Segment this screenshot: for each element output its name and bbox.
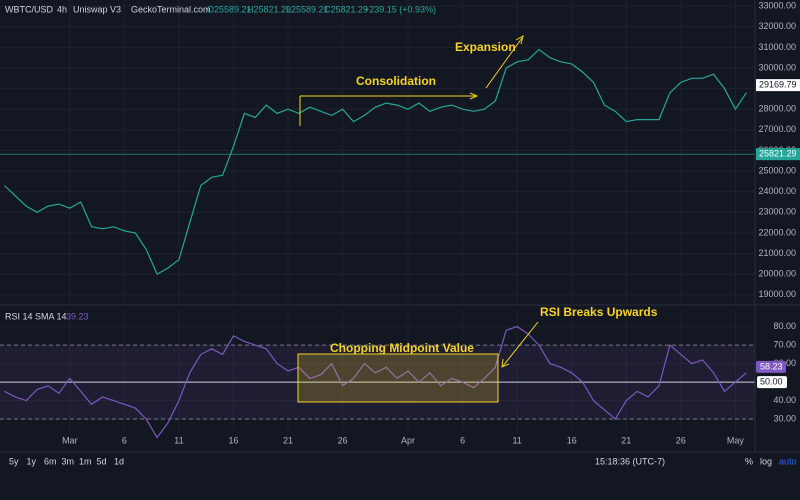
y-tick-label: 70.00 <box>773 339 796 349</box>
y-tick-label: 32000.00 <box>758 21 796 31</box>
y-tick-label: 22000.00 <box>758 227 796 237</box>
arrow-head <box>469 92 479 100</box>
ohlc-high: H25821.29 <box>247 4 291 14</box>
y-tick-label: 20000.00 <box>758 269 796 279</box>
y-tick-label: 23000.00 <box>758 207 796 217</box>
exchange: Uniswap V3 <box>73 4 121 14</box>
rsi-tag <box>756 360 786 373</box>
x-tick-label: Apr <box>401 435 415 445</box>
rsi-label: RSI 14 SMA 14 <box>5 311 67 321</box>
annotation: RSI Breaks Upwards <box>540 305 658 319</box>
chop-box <box>297 353 499 403</box>
rsi-tag-label: 58.23 <box>760 361 783 371</box>
range-button[interactable]: 6m <box>44 456 57 466</box>
x-tick-label: 11 <box>174 435 183 445</box>
price-tag-label: 29169.79 <box>759 80 797 90</box>
x-tick-label: 16 <box>228 435 238 445</box>
annotation: Chopping Midpoint Value <box>330 341 474 355</box>
toggle[interactable]: % <box>745 456 753 466</box>
range-button[interactable]: 5y <box>9 456 19 466</box>
x-tick-label: 6 <box>460 435 465 445</box>
clock: 15:18:36 (UTC-7) <box>595 456 665 466</box>
arrow-head <box>501 358 510 368</box>
mid-tag-label: 50.00 <box>760 376 783 386</box>
range-button[interactable]: 1m <box>79 456 92 466</box>
rsi-last-value: 39.23 <box>66 311 89 321</box>
price-line <box>3 48 747 275</box>
annotation: Expansion <box>455 40 516 54</box>
y-tick-label: 25000.00 <box>758 165 796 175</box>
expansion-arrow <box>485 37 523 89</box>
y-tick-label: 30.00 <box>773 413 796 423</box>
symbol[interactable]: WBTC/USD <box>5 4 53 14</box>
range-button[interactable]: 5d <box>97 456 107 466</box>
arrow-head <box>515 34 524 45</box>
y-tick-label: 24000.00 <box>758 186 796 196</box>
x-tick-label: 16 <box>567 435 577 445</box>
y-tick-label: 27000.00 <box>758 124 796 134</box>
toggle[interactable]: auto <box>779 456 797 466</box>
x-tick-label: 26 <box>338 435 348 445</box>
plot-layer: 19000.00 20000.00 21000.00 22000.00 23000.00… <box>0 0 800 445</box>
x-tick-label: 21 <box>283 435 293 445</box>
ohlc-low: L25589.21 <box>286 4 329 14</box>
interval[interactable]: 4h <box>57 4 67 14</box>
rsi-arrow <box>502 321 539 367</box>
x-tick-label: Mar <box>62 435 78 445</box>
y-tick-label: 28000.00 <box>758 104 796 114</box>
price-line <box>4 325 747 439</box>
price-tag-label: 25821.29 <box>759 149 797 159</box>
x-tick-label: 11 <box>512 435 521 445</box>
toggle[interactable]: log <box>760 456 772 466</box>
range-button[interactable]: 3m <box>62 456 75 466</box>
price-tag <box>756 79 800 92</box>
range-buttons: 5y 1y 6m 3m 1m 5d 1d <box>9 456 124 466</box>
x-tick-label: May <box>727 435 745 445</box>
y-tick-label: 19000.00 <box>758 289 796 299</box>
y-tick-label: 21000.00 <box>758 248 796 258</box>
ohlc-open: O25589.21 <box>207 4 252 14</box>
y-tick-label: 30000.00 <box>758 62 796 72</box>
y-tick-label: 33000.00 <box>758 1 796 11</box>
ohlc-close: C25821.29 <box>324 4 368 14</box>
price-tag <box>756 148 800 161</box>
x-tick-label: 26 <box>676 435 686 445</box>
y-tick-label: 31000.00 <box>758 42 796 52</box>
x-tick-label: 21 <box>621 435 631 445</box>
y-tick-label: 80.00 <box>773 321 796 331</box>
mid-tag <box>757 376 787 389</box>
source: GeckoTerminal.com <box>131 4 211 14</box>
range-button[interactable]: 1y <box>27 456 37 466</box>
x-tick-label: 6 <box>122 435 127 445</box>
y-tick-label: 40.00 <box>773 395 796 405</box>
change: +239.15 (+0.93%) <box>364 4 436 14</box>
annotation: Consolidation <box>356 74 436 88</box>
range-button[interactable]: 1d <box>114 456 124 466</box>
